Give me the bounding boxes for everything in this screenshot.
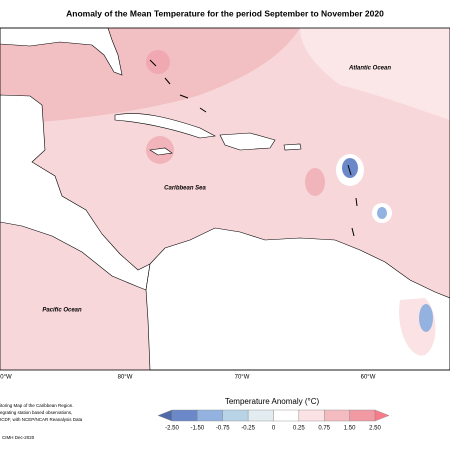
colorbar-end (157, 409, 173, 422)
longitude-label: 0°W (0, 375, 12, 381)
colorbar-tick-label: -2.50 (165, 426, 179, 432)
puerto-rico (283, 143, 302, 151)
colorbar-title: Temperature Anomaly (°C) (225, 397, 320, 406)
colorbar-end (374, 409, 390, 422)
colorbar-segment (349, 409, 376, 422)
cool-spot (377, 207, 387, 219)
notes: itoring Map of the Caribbean Region. egra… (0, 403, 83, 422)
colorbar-segment (273, 409, 300, 422)
colorbar-tick-label: 2.50 (369, 426, 381, 432)
colorbar-segment (197, 409, 223, 422)
colorbar-tick-label: -0.75 (216, 426, 230, 432)
central-america (0, 94, 151, 291)
longitude-label: 80°W (118, 375, 133, 381)
hispaniola (219, 132, 276, 151)
colorbar-segment (247, 409, 274, 422)
longitude-label: 60°W (361, 375, 376, 381)
longitude-labels: 0°W 80°W 70°W 60°W (0, 375, 375, 381)
north-america (0, 27, 123, 76)
note-line: itoring Map of the Caribbean Region. (0, 403, 74, 408)
map-title: Anomaly of the Mean Temperature for the … (66, 8, 384, 18)
note-line: egrating station based observations, (0, 410, 72, 415)
credit: CIMH Dec-2020 (2, 435, 35, 440)
ocean-label: Atlantic Ocean (348, 66, 391, 72)
colorbar-tick-label: 0.25 (293, 426, 305, 432)
warm-spot (305, 168, 325, 196)
colorbar-segment (324, 409, 350, 422)
warm-band (0, 28, 300, 125)
colorbar-tick-label: 0 (272, 426, 276, 432)
colorbar-tick-label: -1.50 (191, 426, 205, 432)
ocean-label: Pacific Ocean (42, 308, 82, 314)
colorbar-tick-label: 0.75 (318, 426, 330, 432)
longitude-label: 70°W (235, 375, 250, 381)
colorbar-segment (171, 409, 198, 422)
colorbar-tick-label: -0.25 (241, 426, 255, 432)
colorbar-segment (222, 409, 249, 422)
cool-spot (342, 158, 358, 178)
sea-label: Caribbean Sea (164, 186, 206, 192)
colorbar-segment (298, 409, 325, 422)
south-america (145, 227, 450, 371)
jamaica (149, 147, 173, 156)
colorbar-tick-label: 1.50 (344, 426, 356, 432)
mild-area (300, 28, 450, 120)
lesser-antilles (347, 164, 358, 237)
cuba (114, 113, 216, 139)
cool-spot (419, 304, 433, 332)
warm-spot (146, 50, 170, 74)
note-line: ICDF, with NCEP/NCAR Reanalysis Data (0, 417, 83, 422)
bahamas (149, 59, 207, 113)
map-frame (0, 27, 450, 371)
colorbar: -2.50 -1.50 -0.75 -0.25 0 0.25 0.75 1.50 2.50 (157, 409, 390, 432)
